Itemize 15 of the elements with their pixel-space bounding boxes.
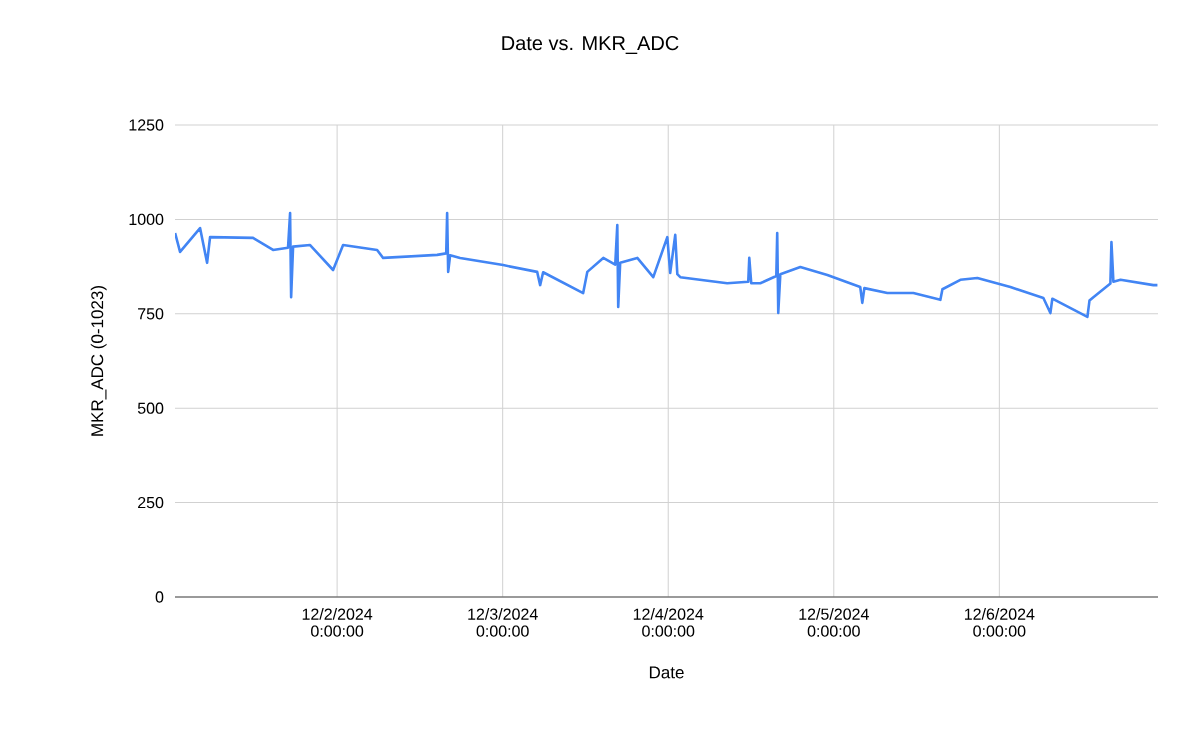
x-tick-label: 12/4/2024 0:00:00 xyxy=(633,608,704,637)
x-tick-label: 12/6/2024 0:00:00 xyxy=(964,608,1035,637)
x-tick-label: 12/5/2024 0:00:00 xyxy=(799,608,869,637)
y-tick-label: 1000 xyxy=(129,213,164,226)
line-series xyxy=(175,211,1158,319)
y-tick-label: 250 xyxy=(138,496,164,509)
x-tick-label: 12/2/2024 0:00:00 xyxy=(302,608,373,637)
y-axis-title: MKR_ADC (0-1023) xyxy=(90,286,107,436)
chart-title: Date vs. MKR_ADC xyxy=(502,36,679,54)
x-tick-label: 12/3/2024 0:00:00 xyxy=(468,608,538,637)
y-tick-label: 0 xyxy=(155,591,164,603)
x-axis-title: Date xyxy=(649,666,684,679)
y-tick-label: 500 xyxy=(137,402,164,414)
y-tick-label: 750 xyxy=(138,308,164,320)
y-tick-label: 1250 xyxy=(129,119,164,131)
